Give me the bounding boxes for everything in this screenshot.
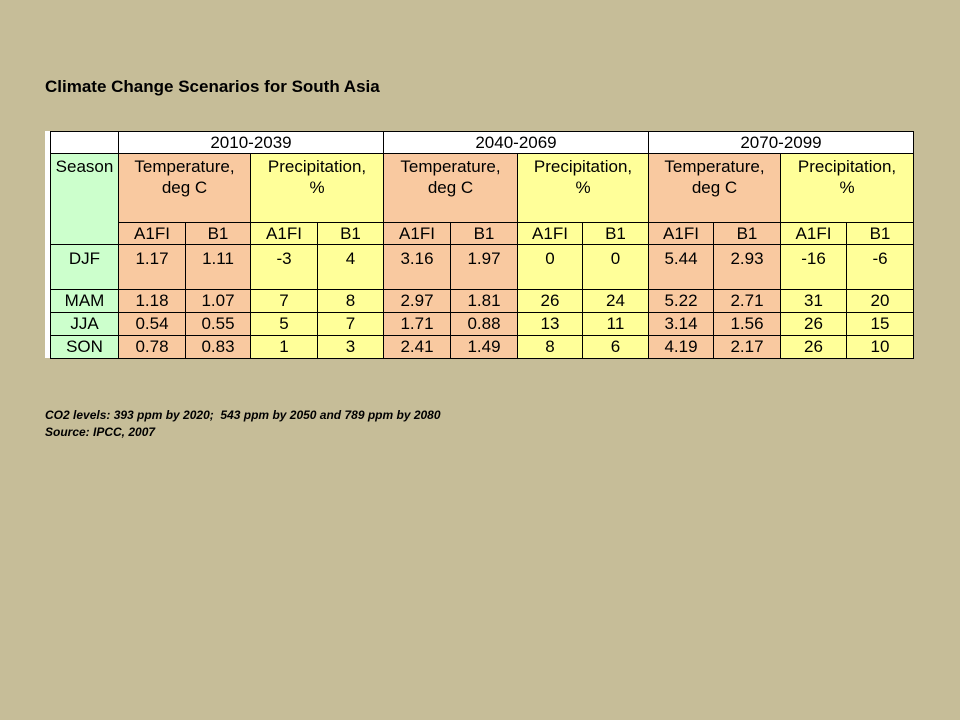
data-cell: 0.88 [450, 312, 518, 336]
data-cell: -16 [780, 244, 847, 290]
data-cell: 26 [780, 312, 847, 336]
data-cell: 5.22 [648, 289, 714, 313]
period-header: 2040-2069 [383, 131, 649, 154]
data-cell: 1.49 [450, 335, 518, 359]
data-cell: 1.81 [450, 289, 518, 313]
scenario-header: A1FI [517, 222, 583, 245]
scenario-header: A1FI [118, 222, 186, 245]
variable-header: Temperature, deg C [648, 153, 781, 223]
variable-header: Precipitation, % [250, 153, 384, 223]
data-cell: 5 [250, 312, 318, 336]
scenario-header: B1 [450, 222, 518, 245]
data-cell: 3.16 [383, 244, 451, 290]
title: Climate Change Scenarios for South Asia [45, 77, 380, 96]
data-cell: 1.07 [185, 289, 251, 313]
note: CO2 levels: 393 ppm by 2020; 543 ppm by … [45, 408, 441, 422]
data-cell: 2.17 [713, 335, 781, 359]
data-cell: 1.17 [118, 244, 186, 290]
scenario-header: A1FI [780, 222, 847, 245]
data-cell: 0 [582, 244, 649, 290]
season-label: JJA [50, 312, 119, 336]
data-cell: 20 [846, 289, 914, 313]
season-label: MAM [50, 289, 119, 313]
period-header: 2070-2099 [648, 131, 914, 154]
table-edge [45, 131, 50, 358]
scenario-header: B1 [317, 222, 384, 245]
data-cell: 15 [846, 312, 914, 336]
data-cell: 26 [517, 289, 583, 313]
scenario-header: B1 [582, 222, 649, 245]
data-cell: 1.71 [383, 312, 451, 336]
data-cell: -6 [846, 244, 914, 290]
variable-header: Precipitation, % [517, 153, 649, 223]
data-cell: 8 [317, 289, 384, 313]
data-cell: 2.41 [383, 335, 451, 359]
data-cell: 0.55 [185, 312, 251, 336]
data-cell: 5.44 [648, 244, 714, 290]
data-cell: 1.56 [713, 312, 781, 336]
scenario-header: B1 [846, 222, 914, 245]
data-cell: 2.97 [383, 289, 451, 313]
scenario-header: B1 [185, 222, 251, 245]
data-cell: -3 [250, 244, 318, 290]
data-cell: 24 [582, 289, 649, 313]
note: Source: IPCC, 2007 [45, 425, 156, 439]
data-cell: 0.54 [118, 312, 186, 336]
data-cell: 8 [517, 335, 583, 359]
data-cell: 1 [250, 335, 318, 359]
variable-header: Precipitation, % [780, 153, 914, 223]
scenario-header: A1FI [250, 222, 318, 245]
season-label: DJF [50, 244, 119, 290]
scenario-header: A1FI [648, 222, 714, 245]
data-cell: 26 [780, 335, 847, 359]
data-cell: 3.14 [648, 312, 714, 336]
data-cell: 4 [317, 244, 384, 290]
season-label: SON [50, 335, 119, 359]
season-header: Season [50, 153, 119, 245]
data-cell: 2.93 [713, 244, 781, 290]
data-cell: 3 [317, 335, 384, 359]
season-header-top [50, 131, 119, 154]
data-cell: 0.78 [118, 335, 186, 359]
data-cell: 7 [250, 289, 318, 313]
scenario-header: B1 [713, 222, 781, 245]
variable-header: Temperature, deg C [383, 153, 518, 223]
data-cell: 0 [517, 244, 583, 290]
data-cell: 1.11 [185, 244, 251, 290]
data-cell: 1.18 [118, 289, 186, 313]
data-cell: 6 [582, 335, 649, 359]
data-cell: 10 [846, 335, 914, 359]
data-cell: 7 [317, 312, 384, 336]
data-cell: 1.97 [450, 244, 518, 290]
data-cell: 31 [780, 289, 847, 313]
variable-header: Temperature, deg C [118, 153, 251, 223]
data-cell: 13 [517, 312, 583, 336]
period-header: 2010-2039 [118, 131, 384, 154]
data-cell: 4.19 [648, 335, 714, 359]
data-cell: 2.71 [713, 289, 781, 313]
scenario-header: A1FI [383, 222, 451, 245]
data-cell: 11 [582, 312, 649, 336]
data-cell: 0.83 [185, 335, 251, 359]
